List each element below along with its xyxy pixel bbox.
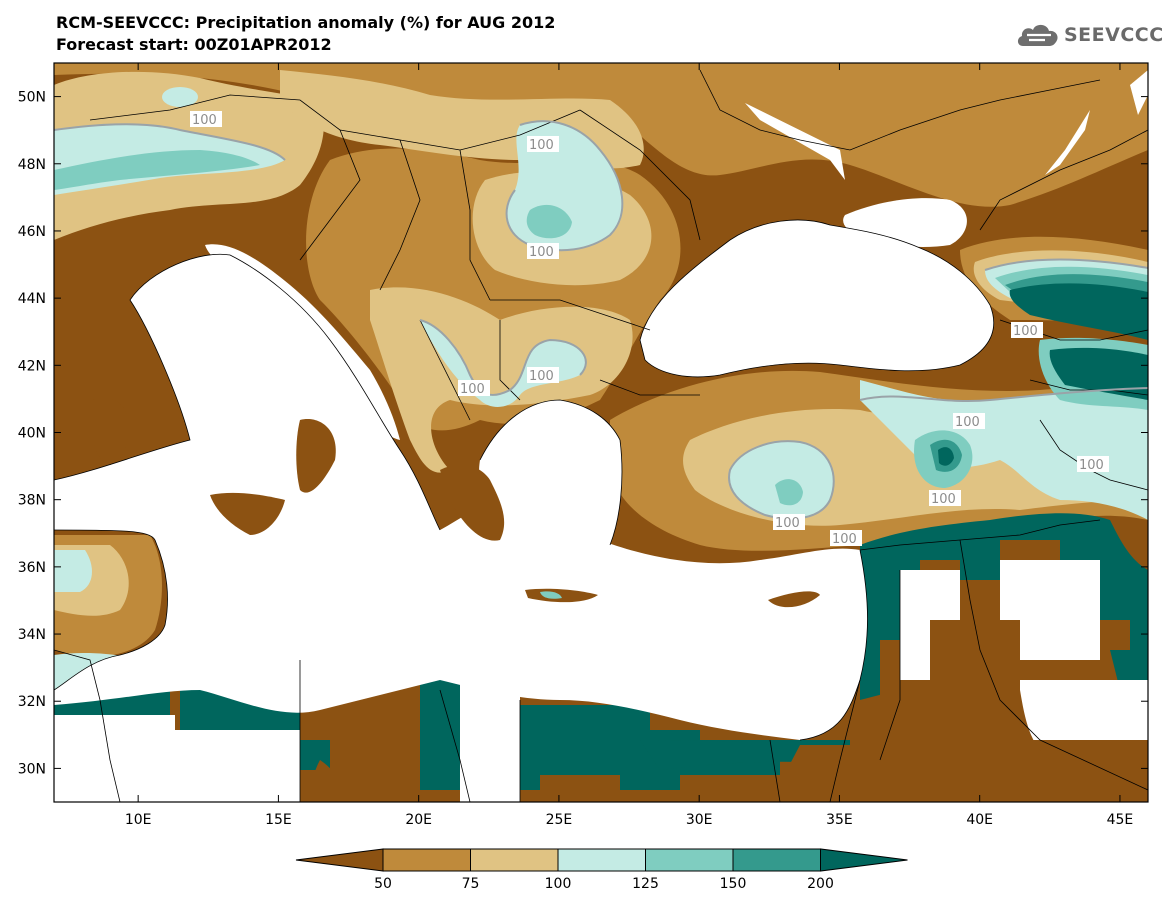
aegean-sea bbox=[479, 400, 622, 555]
contour-label: 100 bbox=[931, 492, 956, 507]
adriatic-sea bbox=[205, 244, 400, 440]
islands-and-peninsulas bbox=[91, 330, 1148, 802]
lat-tick-label: 46N bbox=[18, 224, 46, 240]
land-crete-east bbox=[540, 591, 562, 599]
legend-label: 75 bbox=[462, 876, 480, 892]
field-125-150-anatolia bbox=[775, 479, 803, 506]
land-greece bbox=[440, 464, 505, 541]
legend-label: 50 bbox=[374, 876, 392, 892]
field-100-125-north-blob bbox=[162, 87, 198, 107]
field-over-200-libya-cyrenaica bbox=[420, 680, 460, 790]
lon-tick-label: 45E bbox=[1107, 812, 1134, 828]
title-block: RCM-SEEVCCC: Precipitation anomaly (%) f… bbox=[56, 12, 555, 56]
land-arabia-brown bbox=[860, 685, 1148, 802]
legend-label: 200 bbox=[807, 876, 834, 892]
lat-tick-label: 30N bbox=[18, 761, 46, 777]
lat-tick-label: 40N bbox=[18, 426, 46, 442]
field-100-125-anatolia bbox=[729, 441, 834, 519]
field-125-150-romania bbox=[526, 204, 572, 239]
seevccc-logo: SEEVCCC bbox=[1015, 20, 1164, 50]
land-egypt-coast bbox=[640, 740, 850, 770]
mask-russia-ne bbox=[1130, 70, 1148, 115]
mask-n-africa-3 bbox=[460, 680, 520, 802]
lon-tick-label: 15E bbox=[265, 812, 292, 828]
contour-label: 100 bbox=[832, 532, 857, 547]
field-over-200-georgia bbox=[1049, 347, 1148, 400]
azov-sea bbox=[843, 198, 967, 248]
lat-tick-label: 36N bbox=[18, 560, 46, 576]
lat-tick-label: 48N bbox=[18, 157, 46, 173]
sea-and-masked-areas bbox=[54, 70, 1148, 802]
legend-label: 100 bbox=[545, 876, 572, 892]
longitude-axis: 10E 15E 20E 25E 30E 35E 40E 45E bbox=[125, 63, 1133, 828]
contour-label: 100 bbox=[529, 245, 554, 260]
lon-tick-label: 35E bbox=[826, 812, 853, 828]
contour-label: 100 bbox=[460, 382, 485, 397]
field-100-125-east bbox=[860, 380, 1148, 520]
latitude-axis: 50N 48N 46N 44N 42N 40N 38N 36N 34N 32N 30N bbox=[18, 90, 1148, 777]
mask-ukraine-1 bbox=[745, 103, 845, 180]
lat-tick-label: 42N bbox=[18, 358, 46, 374]
land-libya-east bbox=[310, 760, 346, 802]
legend-swatch bbox=[470, 848, 559, 872]
field-over-200-caucasus bbox=[1009, 283, 1148, 340]
legend-label: 125 bbox=[632, 876, 659, 892]
lat-tick-label: 44N bbox=[18, 291, 46, 307]
legend-swatch bbox=[645, 848, 734, 872]
borders bbox=[54, 69, 1148, 802]
cloud-icon bbox=[1017, 24, 1058, 46]
lat-tick-label: 32N bbox=[18, 694, 46, 710]
land-cyprus bbox=[768, 591, 820, 608]
lon-tick-label: 20E bbox=[405, 812, 432, 828]
contour-lines bbox=[54, 120, 1148, 520]
lat-tick-label: 34N bbox=[18, 627, 46, 643]
legend-swatch-high bbox=[820, 848, 908, 872]
black-sea bbox=[640, 220, 994, 377]
lon-tick-label: 30E bbox=[686, 812, 713, 828]
legend-label: 150 bbox=[720, 876, 747, 892]
mask-n-africa-1 bbox=[54, 715, 175, 802]
legend-swatch bbox=[557, 848, 646, 872]
land-syria-brown bbox=[930, 620, 1020, 700]
contour-labels: 100 100 100 100 100 100 100 100 100 100 … bbox=[190, 111, 1109, 547]
legend-swatch bbox=[382, 848, 471, 872]
land-sardinia bbox=[91, 398, 129, 465]
lat-tick-label: 38N bbox=[18, 493, 46, 509]
field-100-125-tunisia bbox=[54, 550, 92, 592]
map-title: RCM-SEEVCCC: Precipitation anomaly (%) f… bbox=[56, 13, 556, 32]
mediterranean-sea bbox=[54, 254, 868, 740]
legend-swatch bbox=[732, 848, 821, 872]
logo-text: SEEVCCC bbox=[1064, 24, 1164, 46]
land-sicily bbox=[210, 492, 285, 535]
lat-tick-label: 50N bbox=[18, 90, 46, 106]
land-corsica bbox=[101, 330, 125, 381]
field-over-200-east-core bbox=[938, 447, 954, 466]
contour-label: 100 bbox=[192, 113, 217, 128]
legend-swatch-low bbox=[295, 848, 384, 872]
contour-label: 100 bbox=[955, 415, 980, 430]
lon-tick-label: 40E bbox=[966, 812, 993, 828]
contour-label: 100 bbox=[529, 138, 554, 153]
contour-label: 100 bbox=[1013, 324, 1038, 339]
field-over-200-levant-syria bbox=[860, 513, 1148, 700]
contour-label: 100 bbox=[529, 369, 554, 384]
land-egypt-sinai bbox=[770, 745, 860, 802]
mask-n-africa-2 bbox=[175, 730, 300, 802]
forecast-start-label: Forecast start: 00Z01APR2012 bbox=[56, 35, 332, 54]
mask-arabia-3 bbox=[1020, 680, 1148, 740]
contour-label: 100 bbox=[1079, 458, 1104, 473]
color-legend: 50 75 100 125 150 200 bbox=[295, 848, 908, 892]
lon-tick-label: 25E bbox=[546, 812, 573, 828]
field-125-150-alps bbox=[54, 150, 260, 190]
land-italy-toe bbox=[296, 419, 336, 493]
contour-label: 100 bbox=[775, 516, 800, 531]
mask-arabia-2 bbox=[1000, 560, 1100, 660]
lon-tick-label: 10E bbox=[125, 812, 152, 828]
